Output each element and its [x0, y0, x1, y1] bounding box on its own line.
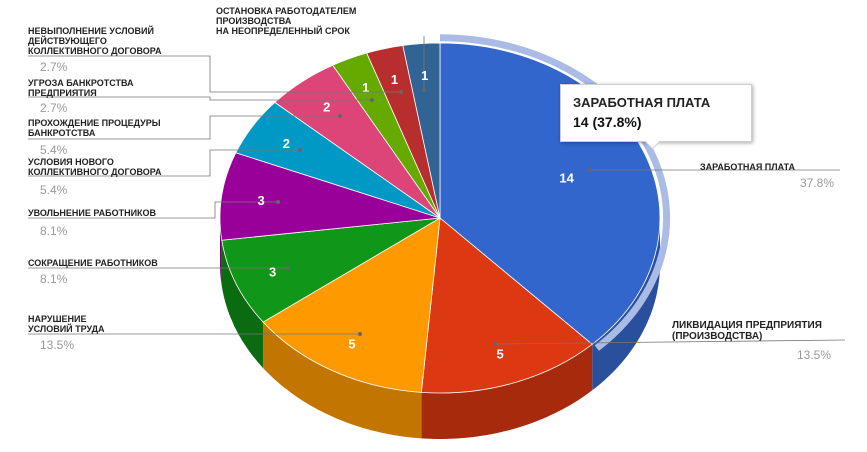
slice-label-1: ЛИКВИДАЦИЯ ПРЕДПРИЯТИЯ (ПРОИЗВОДСТВА) — [672, 320, 822, 342]
leader-dot-6 — [338, 114, 342, 118]
leader-line-7 — [28, 96, 372, 101]
slice-side-3 — [221, 240, 264, 369]
slice-percent-7: 2.7% — [40, 101, 68, 115]
leader-dot-9 — [422, 88, 426, 92]
slice-percent-0: 37.8% — [800, 176, 835, 190]
leader-line-4 — [28, 201, 278, 219]
slice-highlight — [439, 34, 671, 351]
slice-side-1 — [421, 344, 593, 439]
leader-dot-2 — [358, 332, 362, 336]
leader-dot-3 — [286, 266, 290, 270]
tooltip: ЗАРАБОТНАЯ ПЛАТА 14 (37.8%) — [560, 84, 752, 150]
slice-percent-1: 13.5% — [797, 348, 832, 362]
slice-label-6: ПРОХОЖДЕНИЕ ПРОЦЕДУРЫ БАНКРОТСТВА — [28, 118, 161, 138]
slice-3 — [221, 217, 441, 323]
slice-percent-2: 13.5% — [40, 338, 75, 352]
slice-side-2 — [263, 322, 422, 439]
slice-label-3: СОКРАЩЕНИЕ РАБОТНИКОВ — [28, 258, 158, 268]
slice-label-0: ЗАРАБОТНАЯ ПЛАТА — [700, 162, 796, 172]
slice-side-0 — [592, 218, 660, 391]
slice-9 — [402, 42, 441, 219]
slice-2 — [262, 217, 441, 393]
slice-percent-8: 2.7% — [40, 60, 68, 74]
tooltip-label: ЗАРАБОТНАЯ ПЛАТА — [573, 95, 711, 110]
slice-percent-3: 8.1% — [40, 272, 68, 286]
slice-label-9: ОСТАНОВКА РАБОТОДАТЕЛЕМ ПРОИЗВОДСТВА НА … — [216, 6, 357, 36]
slice-value-3: 3 — [269, 265, 276, 280]
slice-4 — [219, 152, 441, 241]
slice-label-4: УВОЛЬНЕНИЕ РАБОТНИКОВ — [28, 208, 157, 218]
leader-dot-0 — [588, 168, 592, 172]
leader-line-8 — [28, 55, 401, 93]
slice-label-8: НЕВЫПОЛНЕНИЕ УСЛОВИЙ ДЕЙСТВУЮЩЕГО КОЛЛЕК… — [28, 26, 162, 56]
leader-dot-8 — [399, 90, 403, 94]
slice-percent-6: 5.4% — [40, 143, 68, 157]
leader-dot-7 — [370, 98, 374, 102]
slice-1 — [420, 217, 593, 394]
slice-label-7: УГРОЗА БАНКРОТСТВА ПРЕДПРИЯТИЯ — [28, 78, 134, 98]
slice-label-2: НАРУШЕНИЕ УСЛОВИЙ ТРУДА — [28, 314, 105, 334]
slice-value-1: 5 — [496, 346, 503, 361]
leader-dot-5 — [298, 148, 302, 152]
slice-value-6: 2 — [323, 99, 330, 114]
leader-line-6 — [28, 115, 340, 140]
tooltip-value: 14 (37.8%) — [573, 114, 642, 130]
slice-percent-4: 8.1% — [40, 224, 68, 238]
slice-value-0: 14 — [559, 171, 574, 186]
slice-value-7: 1 — [362, 80, 369, 95]
leader-line-1 — [494, 339, 846, 345]
slice-value-4: 3 — [257, 193, 264, 208]
slice-value-2: 5 — [348, 336, 355, 351]
leader-dot-1 — [493, 342, 497, 346]
slice-value-9: 1 — [421, 68, 428, 83]
slice-percent-5: 5.4% — [40, 183, 68, 197]
slice-value-8: 1 — [391, 72, 398, 87]
slice-label-5: УСЛОВИЯ НОВОГО КОЛЛЕКТИВНОГО ДОГОВОРА — [28, 157, 162, 177]
slice-side-4 — [220, 218, 222, 287]
slice-value-5: 2 — [283, 136, 290, 151]
leader-line-5 — [28, 149, 300, 177]
leader-dot-4 — [276, 200, 280, 204]
